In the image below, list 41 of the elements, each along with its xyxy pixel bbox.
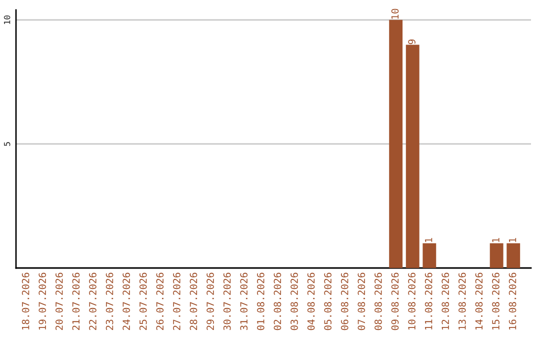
data-label: 10 — [391, 8, 399, 19]
bar — [506, 243, 520, 268]
x-tick-label: 15.08.2026 — [492, 272, 500, 330]
x-tick-label: 09.08.2026 — [391, 272, 399, 330]
data-label: 9 — [408, 40, 416, 44]
x-tick-label: 04.08.2026 — [307, 272, 315, 330]
x-tick-label: 14.08.2026 — [475, 272, 483, 330]
x-tick-label: 28.07.2026 — [190, 272, 198, 330]
bar — [422, 243, 436, 268]
x-tick-label: 31.07.2026 — [240, 272, 248, 330]
x-tick-label: 01.08.2026 — [256, 272, 264, 330]
x-tick-label: 07.08.2026 — [358, 272, 366, 330]
x-tick-label: 02.08.2026 — [274, 272, 282, 330]
x-tick-label: 08.08.2026 — [374, 272, 382, 330]
x-tick-label: 24.07.2026 — [122, 272, 130, 330]
data-label: 1 — [425, 238, 432, 242]
x-tick-label: 10.08.2026 — [408, 272, 416, 330]
x-tick-label: 23.07.2026 — [106, 272, 114, 330]
x-tick-label: 18.07.2026 — [22, 272, 30, 330]
x-tick-label: 12.08.2026 — [442, 272, 450, 330]
x-tick-label: 25.07.2026 — [139, 272, 147, 330]
x-tick-label: 27.07.2026 — [173, 272, 180, 330]
bar — [490, 243, 504, 268]
data-label: 1 — [508, 238, 516, 242]
bar — [389, 20, 403, 268]
x-tick-label: 26.07.2026 — [156, 272, 164, 330]
data-label: 1 — [492, 238, 500, 242]
x-tick-label: 11.08.2026 — [424, 272, 432, 330]
y-tick-label: 5 — [4, 142, 10, 146]
x-tick-label: 03.08.2026 — [290, 272, 298, 330]
x-tick-label: 13.08.2026 — [458, 272, 466, 330]
bar — [406, 44, 420, 268]
x-tick-label: 05.08.2026 — [324, 272, 332, 330]
x-tick-label: 19.07.2026 — [38, 272, 46, 330]
x-tick-label: 16.08.2026 — [508, 272, 516, 330]
x-tick-label: 06.08.2026 — [340, 272, 348, 330]
x-tick-label: 21.07.2026 — [72, 272, 80, 330]
x-tick-label: 30.07.2026 — [223, 272, 231, 330]
x-tick-label: 22.07.2026 — [89, 272, 96, 330]
x-tick-label: 29.07.2026 — [206, 272, 214, 330]
x-tick-label: 20.07.2026 — [55, 272, 63, 330]
